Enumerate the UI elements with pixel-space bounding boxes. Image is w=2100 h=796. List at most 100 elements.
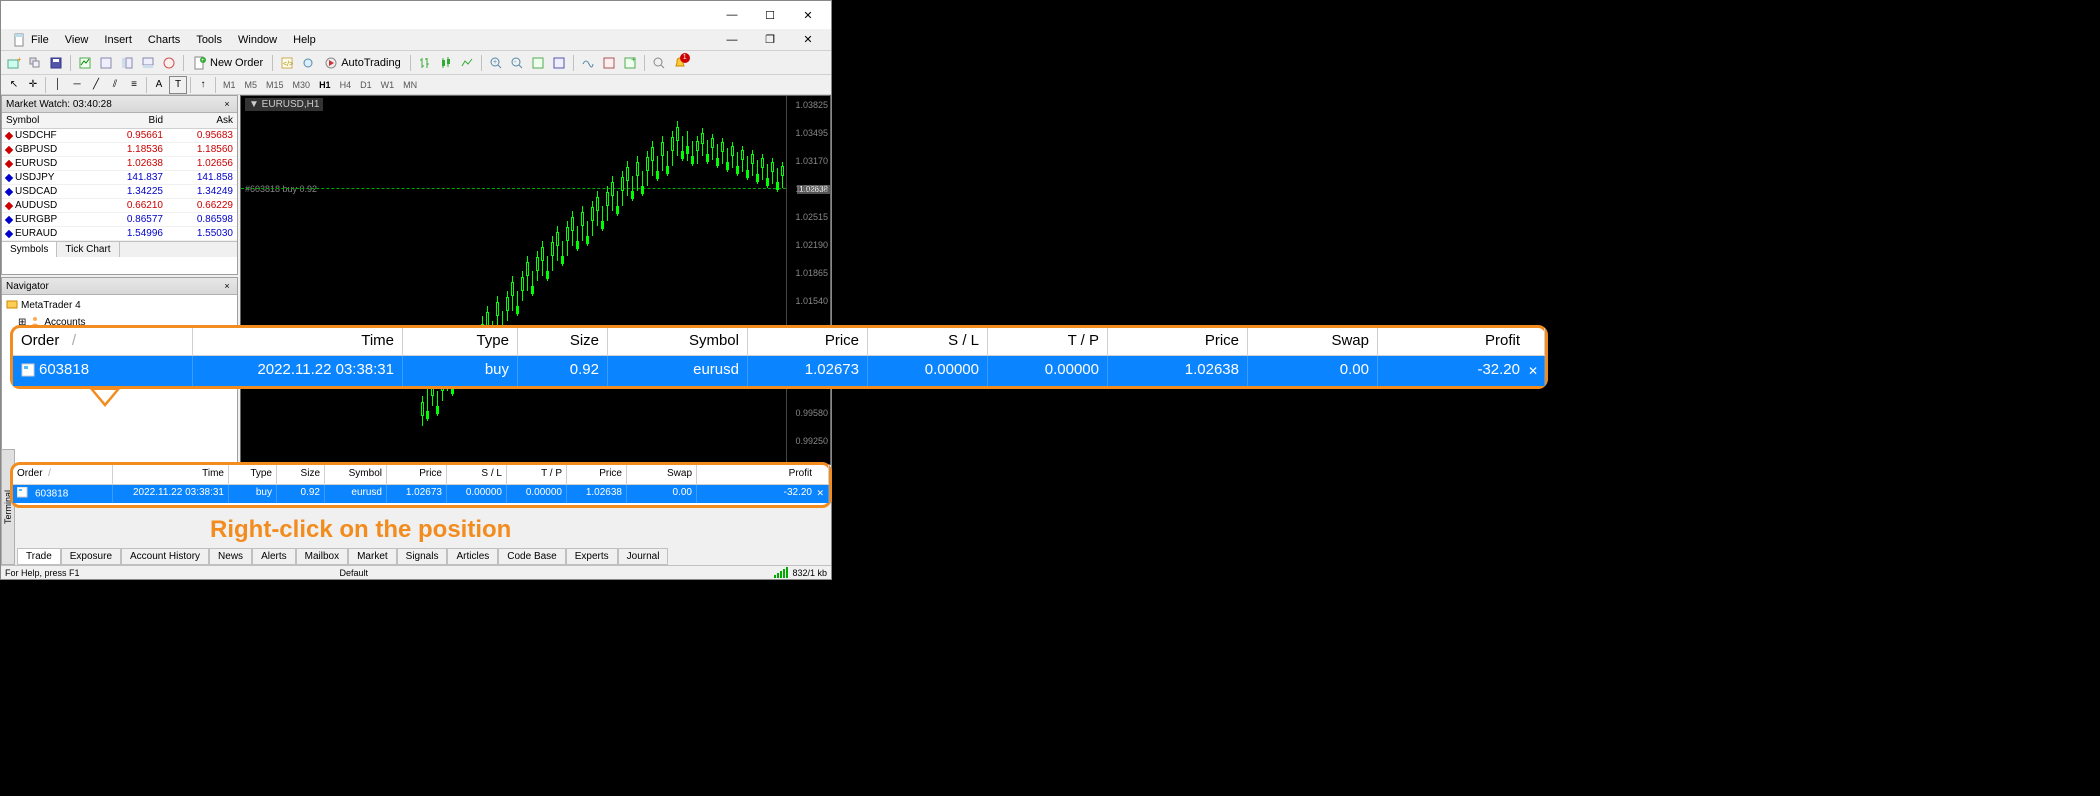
terminal-tab-signals[interactable]: Signals bbox=[397, 548, 448, 565]
text-label-icon[interactable]: T bbox=[169, 76, 187, 94]
autoscroll-icon[interactable] bbox=[529, 54, 547, 72]
data-window-icon[interactable] bbox=[97, 54, 115, 72]
terminal-tab-journal[interactable]: Journal bbox=[618, 548, 669, 565]
auto-trading-button[interactable]: AutoTrading bbox=[320, 54, 405, 72]
terminal-tab-articles[interactable]: Articles bbox=[447, 548, 498, 565]
terminal-tab-alerts[interactable]: Alerts bbox=[252, 548, 296, 565]
th-price-current[interactable]: Price bbox=[1108, 328, 1248, 355]
close-position-button[interactable]: ✕ bbox=[1528, 364, 1538, 378]
timeframe-m30[interactable]: M30 bbox=[289, 79, 315, 91]
terminal-tab-exposure[interactable]: Exposure bbox=[61, 548, 121, 565]
mw-row-gbpusd[interactable]: GBPUSD1.185361.18560 bbox=[2, 143, 237, 157]
window-maximize-button[interactable]: ☐ bbox=[751, 4, 789, 26]
timeframe-w1[interactable]: W1 bbox=[377, 79, 399, 91]
menu-window[interactable]: Window bbox=[230, 32, 285, 48]
navigator-icon[interactable] bbox=[118, 54, 136, 72]
strategy-tester-icon[interactable] bbox=[160, 54, 178, 72]
terminal-tab-market[interactable]: Market bbox=[348, 548, 397, 565]
navigator-close-button[interactable]: × bbox=[221, 280, 233, 292]
th-type[interactable]: Type bbox=[403, 328, 518, 355]
market-watch-close-button[interactable]: × bbox=[221, 98, 233, 110]
ts-swap[interactable]: Swap bbox=[627, 465, 697, 484]
terminal-tab-code-base[interactable]: Code Base bbox=[498, 548, 565, 565]
menu-tools[interactable]: Tools bbox=[188, 32, 230, 48]
ts-tp[interactable]: T / P bbox=[507, 465, 567, 484]
ts-order[interactable]: Order / bbox=[13, 465, 113, 484]
th-price-open[interactable]: Price bbox=[748, 328, 868, 355]
mw-row-usdchf[interactable]: USDCHF0.956610.95683 bbox=[2, 129, 237, 143]
mw-header-ask[interactable]: Ask bbox=[167, 113, 237, 128]
mw-row-usdjpy[interactable]: USDJPY141.837141.858 bbox=[2, 171, 237, 185]
mw-row-audusd[interactable]: AUDUSD0.662100.66229 bbox=[2, 199, 237, 213]
terminal-tab-mailbox[interactable]: Mailbox bbox=[296, 548, 348, 565]
profiles-icon[interactable] bbox=[26, 54, 44, 72]
timeframe-h1[interactable]: H1 bbox=[315, 79, 335, 91]
ts-sl[interactable]: S / L bbox=[447, 465, 507, 484]
terminal-tab-trade[interactable]: Trade bbox=[17, 548, 61, 565]
market-watch-icon[interactable] bbox=[76, 54, 94, 72]
terminal-icon[interactable] bbox=[139, 54, 157, 72]
ts-price-current[interactable]: Price bbox=[567, 465, 627, 484]
ts-time[interactable]: Time bbox=[113, 465, 229, 484]
mw-tab-symbols[interactable]: Symbols bbox=[2, 242, 57, 257]
window-minimize-button[interactable]: — bbox=[713, 4, 751, 26]
zoom-in-icon[interactable]: + bbox=[487, 54, 505, 72]
window-close-button[interactable]: ✕ bbox=[789, 4, 827, 26]
close-position-button-small[interactable]: ✕ bbox=[816, 488, 824, 499]
mw-header-symbol[interactable]: Symbol bbox=[2, 113, 97, 128]
chart-shift-icon[interactable] bbox=[550, 54, 568, 72]
timeframe-m15[interactable]: M15 bbox=[262, 79, 288, 91]
ts-size[interactable]: Size bbox=[277, 465, 325, 484]
ts-profit[interactable]: Profit bbox=[697, 465, 829, 484]
arrows-icon[interactable]: ↑ bbox=[194, 76, 212, 94]
terminal-tab-experts[interactable]: Experts bbox=[566, 548, 618, 565]
line-chart-icon[interactable] bbox=[458, 54, 476, 72]
mw-row-euraud[interactable]: EURAUD1.549961.55030 bbox=[2, 227, 237, 241]
mw-row-eurgbp[interactable]: EURGBP0.865770.86598 bbox=[2, 213, 237, 227]
search-icon[interactable] bbox=[650, 54, 668, 72]
text-icon[interactable]: A bbox=[150, 76, 168, 94]
options-icon[interactable] bbox=[299, 54, 317, 72]
menu-file[interactable]: File bbox=[5, 31, 57, 49]
menu-help[interactable]: Help bbox=[285, 32, 324, 48]
ts-type[interactable]: Type bbox=[229, 465, 277, 484]
terminal-tab-news[interactable]: News bbox=[209, 548, 252, 565]
timeframe-m5[interactable]: M5 bbox=[241, 79, 262, 91]
new-order-button[interactable]: +New Order bbox=[189, 54, 267, 72]
zoom-out-icon[interactable]: - bbox=[508, 54, 526, 72]
timeframe-h4[interactable]: H4 bbox=[336, 79, 356, 91]
ts-symbol[interactable]: Symbol bbox=[325, 465, 387, 484]
mw-row-eurusd[interactable]: EURUSD1.026381.02656 bbox=[2, 157, 237, 171]
timeframe-m1[interactable]: M1 bbox=[219, 79, 240, 91]
mdi-restore-button[interactable]: ❐ bbox=[751, 29, 789, 51]
th-swap[interactable]: Swap bbox=[1248, 328, 1378, 355]
th-size[interactable]: Size bbox=[518, 328, 608, 355]
bar-chart-icon[interactable] bbox=[416, 54, 434, 72]
crosshair-icon[interactable]: ✛ bbox=[24, 76, 42, 94]
mw-tab-tick-chart[interactable]: Tick Chart bbox=[57, 242, 119, 257]
th-time[interactable]: Time bbox=[193, 328, 403, 355]
nav-item-root[interactable]: MetaTrader 4 bbox=[4, 297, 235, 314]
save-icon[interactable] bbox=[47, 54, 65, 72]
trendline-icon[interactable]: ╱ bbox=[87, 76, 105, 94]
th-symbol[interactable]: Symbol bbox=[608, 328, 748, 355]
th-sl[interactable]: S / L bbox=[868, 328, 988, 355]
menu-insert[interactable]: Insert bbox=[96, 32, 140, 48]
periods-icon[interactable] bbox=[600, 54, 618, 72]
cursor-icon[interactable]: ↖ bbox=[5, 76, 23, 94]
terminal-position-row[interactable]: 603818 2022.11.22 03:38:31 buy 0.92 euru… bbox=[13, 356, 1545, 386]
metaeditor-icon[interactable]: </> bbox=[278, 54, 296, 72]
th-profit[interactable]: Profit bbox=[1378, 328, 1545, 355]
mdi-minimize-button[interactable]: — bbox=[713, 29, 751, 51]
fibonacci-icon[interactable]: ≡ bbox=[125, 76, 143, 94]
terminal-tab-account-history[interactable]: Account History bbox=[121, 548, 209, 565]
timeframe-mn[interactable]: MN bbox=[399, 79, 421, 91]
channel-icon[interactable]: ⫽ bbox=[106, 76, 124, 94]
menu-view[interactable]: View bbox=[57, 32, 97, 48]
alerts-icon[interactable]: 1 bbox=[671, 54, 689, 72]
vertical-line-icon[interactable]: │ bbox=[49, 76, 67, 94]
new-chart-icon[interactable]: + bbox=[5, 54, 23, 72]
indicators-icon[interactable] bbox=[579, 54, 597, 72]
templates-icon[interactable]: + bbox=[621, 54, 639, 72]
menu-charts[interactable]: Charts bbox=[140, 32, 188, 48]
